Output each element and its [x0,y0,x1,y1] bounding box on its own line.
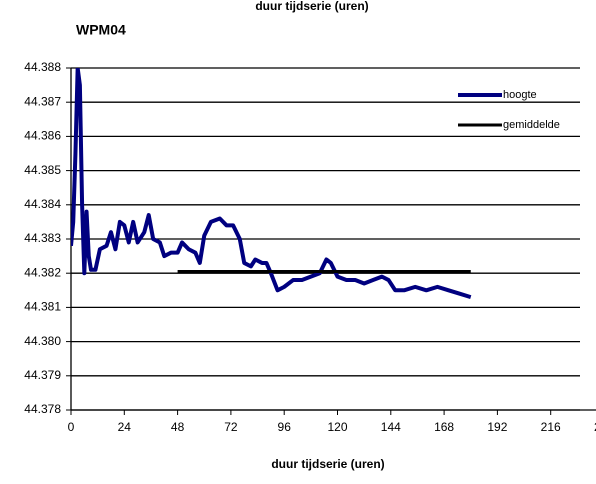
x-tick-label: 216 [541,420,561,434]
x-tick-label: 96 [278,420,292,434]
x-axis-label: duur tijdserie (uren) [271,457,384,471]
x-tick-label: 48 [171,420,185,434]
chart-title: WPM04 [76,22,126,38]
x-tick-label: 240 [594,420,596,434]
y-tick-label: 44.386 [24,129,61,143]
y-tick-label: 44.382 [24,265,61,279]
series-line [71,68,472,300]
y-tick-label: 44.383 [24,231,61,245]
y-tick-label: 44.388 [24,60,61,74]
x-tick-label: 0 [68,420,75,434]
legend-label: hoogte [503,89,537,101]
x-tick-label: 72 [224,420,238,434]
y-tick-label: 44.384 [24,197,61,211]
y-tick-label: 44.380 [24,334,61,348]
x-tick-label: 120 [327,420,347,434]
x-tick-label: 192 [487,420,507,434]
x-tick-label: 144 [381,420,401,434]
y-tick-label: 44.381 [24,300,61,314]
y-tick-label: 44.385 [24,163,61,177]
y-tick-label: 44.378 [24,402,61,416]
y-tick-label: 44.379 [24,368,61,382]
legend-label: gemiddelde [503,119,560,131]
x-tick-label: 24 [118,420,132,434]
y-tick-label: 44.387 [24,94,61,108]
x-tick-label: 168 [434,420,454,434]
top-label: duur tijdserie (uren) [255,0,368,13]
